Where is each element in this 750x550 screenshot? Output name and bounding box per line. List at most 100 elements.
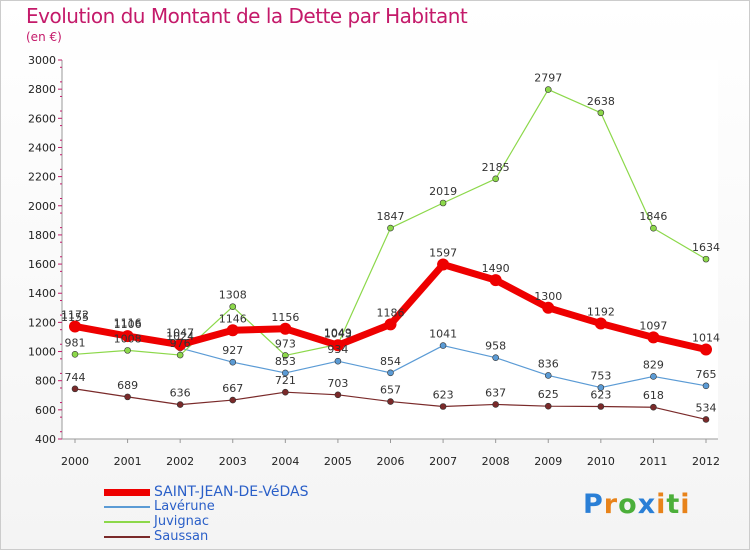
data-point (544, 402, 552, 410)
x-tick-label: 2001 (114, 455, 142, 468)
data-point (542, 301, 555, 314)
data-point (437, 258, 450, 271)
data-point (650, 403, 657, 411)
x-tick-label: 2008 (482, 455, 510, 468)
x-tick-label: 2010 (587, 455, 615, 468)
proxiti-logo: Proxiti (583, 489, 691, 520)
data-point (700, 343, 712, 356)
data-point (439, 199, 447, 207)
y-tick-label: 600 (35, 404, 56, 417)
data-label: 657 (380, 384, 401, 397)
data-label: 1186 (377, 306, 405, 319)
data-label: 981 (65, 336, 86, 349)
legend-label: Lavérune (154, 499, 215, 514)
data-label: 836 (538, 357, 559, 370)
x-tick-label: 2002 (166, 455, 194, 468)
data-point (492, 354, 499, 361)
data-label: 1116 (114, 317, 142, 330)
data-label: 1308 (219, 289, 247, 302)
data-label: 765 (696, 368, 717, 381)
data-point (544, 372, 552, 379)
legend-swatch (104, 521, 150, 523)
y-tick-label: 1800 (28, 229, 56, 242)
data-point (702, 416, 710, 423)
data-label: 1043 (324, 327, 352, 340)
data-label: 1047 (166, 327, 194, 340)
data-label: 829 (643, 358, 664, 371)
data-point (489, 274, 502, 287)
data-label: 1172 (61, 308, 89, 321)
data-point (387, 398, 394, 405)
data-label: 618 (643, 389, 664, 402)
data-point (702, 382, 710, 390)
data-point (176, 401, 184, 408)
x-tick-label: 2012 (692, 455, 720, 468)
data-point (229, 303, 237, 310)
y-tick-label: 1400 (28, 287, 56, 300)
y-tick-label: 2800 (28, 83, 56, 96)
data-point (597, 384, 605, 391)
data-point (174, 338, 187, 351)
legend-swatch (104, 506, 150, 508)
data-point (124, 393, 131, 401)
data-label: 721 (275, 374, 296, 387)
data-label: 753 (590, 370, 611, 383)
data-label: 1156 (271, 311, 299, 324)
data-label: 534 (696, 401, 717, 414)
legend-swatch (104, 488, 150, 496)
y-tick-label: 3000 (28, 54, 56, 67)
data-label: 2019 (429, 185, 457, 198)
data-point (387, 224, 394, 232)
data-point (650, 373, 657, 380)
data-label: 1300 (534, 290, 562, 303)
x-tick-label: 2007 (429, 455, 457, 468)
data-label: 854 (380, 355, 401, 368)
data-point (282, 352, 289, 359)
data-label: 1846 (639, 210, 667, 223)
data-label: 2185 (482, 161, 510, 174)
data-point (650, 224, 657, 232)
data-label: 703 (327, 377, 348, 390)
x-tick-label: 2009 (534, 455, 562, 468)
data-point (384, 318, 397, 331)
data-label: 934 (327, 343, 348, 356)
y-tick-label: 1200 (28, 316, 56, 329)
data-label: 1490 (482, 262, 510, 275)
x-tick-label: 2006 (377, 455, 405, 468)
data-label: 1097 (639, 319, 667, 332)
x-tick-label: 2000 (61, 455, 89, 468)
data-label: 667 (222, 382, 243, 395)
data-point (544, 86, 552, 93)
data-label: 973 (275, 337, 296, 350)
data-label: 1041 (429, 328, 457, 341)
y-tick-label: 1000 (28, 346, 56, 359)
data-label: 1106 (114, 318, 142, 331)
data-label: 1192 (587, 306, 615, 319)
data-label: 2797 (534, 72, 562, 85)
legend-swatch (104, 536, 150, 538)
y-tick-label: 2600 (28, 112, 56, 125)
data-point (439, 403, 447, 410)
data-label: 1014 (692, 331, 720, 344)
y-tick-label: 2200 (28, 171, 56, 184)
data-label: 1155 (61, 311, 89, 324)
data-label: 958 (485, 340, 506, 353)
data-point (647, 331, 660, 344)
data-point (124, 347, 131, 354)
x-tick-label: 2004 (271, 455, 299, 468)
data-label: 623 (433, 388, 454, 401)
legend-label: SAINT-JEAN-DE-VéDAS (154, 484, 309, 500)
data-label: 744 (65, 371, 86, 384)
x-tick-label: 2011 (639, 455, 667, 468)
data-label: 623 (590, 388, 611, 401)
data-point (439, 342, 447, 349)
data-point (334, 357, 342, 365)
data-point (331, 339, 344, 352)
y-tick-label: 2400 (28, 141, 56, 154)
data-point (282, 388, 289, 396)
data-label: 1024 (166, 330, 194, 343)
data-point (492, 401, 499, 408)
y-tick-label: 2000 (28, 200, 56, 213)
data-label: 976 (170, 337, 191, 350)
